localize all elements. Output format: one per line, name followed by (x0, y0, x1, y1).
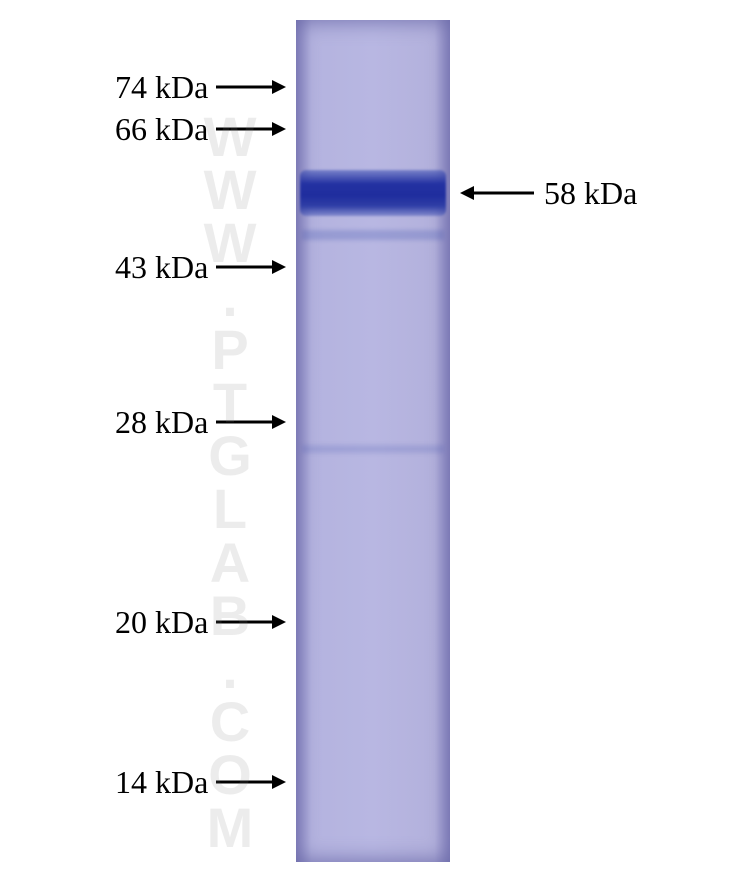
marker-74kda: 74 kDa (115, 69, 286, 106)
marker-label: 14 kDa (115, 764, 208, 801)
arrow-right-icon (216, 604, 286, 641)
arrow-right-icon (216, 404, 286, 441)
gel-lane (296, 20, 450, 862)
gel-image: 74 kDa 66 kDa 43 kDa 28 kDa 20 kDa 14 kD… (0, 0, 740, 882)
marker-43kda: 43 kDa (115, 249, 286, 286)
faint-band (302, 445, 444, 453)
marker-label: 66 kDa (115, 111, 208, 148)
marker-label: 20 kDa (115, 604, 208, 641)
marker-label: 74 kDa (115, 69, 208, 106)
sample-band-text: 58 kDa (544, 175, 637, 212)
arrow-right-icon (216, 249, 286, 286)
sample-band (300, 170, 446, 216)
marker-label: 43 kDa (115, 249, 208, 286)
marker-20kda: 20 kDa (115, 604, 286, 641)
marker-14kda: 14 kDa (115, 764, 286, 801)
marker-label: 28 kDa (115, 404, 208, 441)
arrow-right-icon (216, 69, 286, 106)
arrow-right-icon (216, 111, 286, 148)
sample-band-label: 58 kDa (460, 175, 637, 212)
marker-28kda: 28 kDa (115, 404, 286, 441)
watermark: WWW.PTGLAB.COM (190, 110, 270, 790)
arrow-right-icon (216, 764, 286, 801)
arrow-left-icon (460, 175, 534, 212)
marker-66kda: 66 kDa (115, 111, 286, 148)
faint-band (302, 230, 444, 240)
